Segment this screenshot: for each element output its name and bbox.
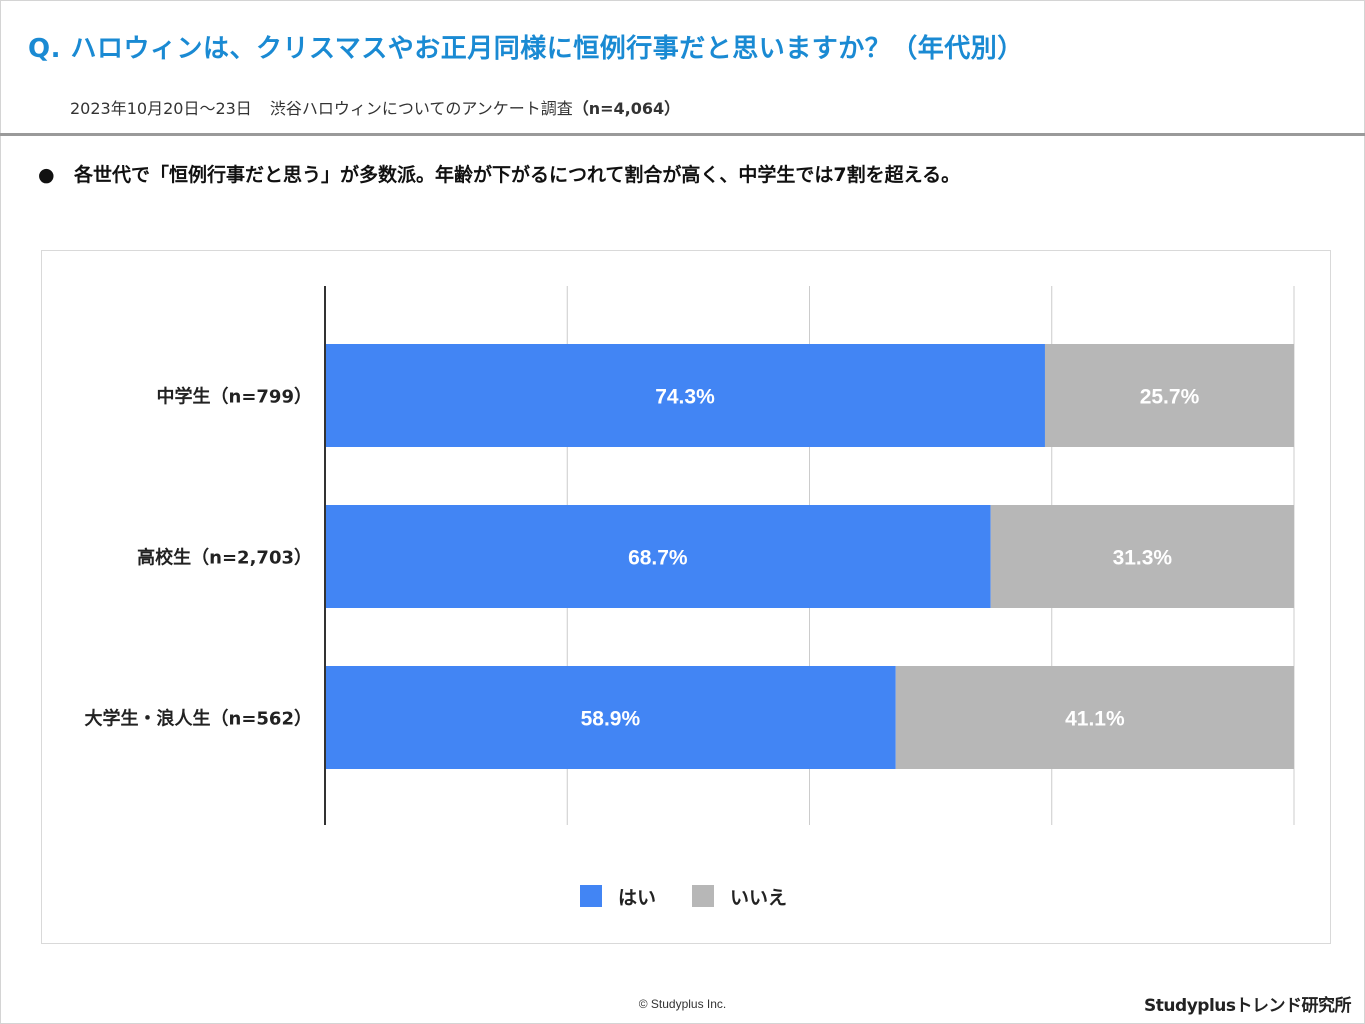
question-title: Q. ハロウィンは、クリスマスやお正月同様に恒例行事だと思いますか？（年代別） [28, 34, 1024, 64]
category-label-2: 大学生・浪人生（n=562） [85, 708, 312, 730]
survey-name: 渋谷ハロウィンについてのアンケート調査 [269, 99, 573, 118]
stacked-bar-chart: 74.3% 25.7% 中学生（n=799） 68.7% 31.3% 高校生（n=2,70… [85, 286, 1295, 909]
chart-container: 74.3% 25.7% 中学生（n=799） 68.7% 31.3% 高校生（n=2,70… [41, 250, 1331, 944]
data-label-no-1: 31.3% [1113, 547, 1173, 570]
legend-label-no: いいえ [730, 887, 787, 909]
data-label-no-2: 41.1% [1065, 708, 1125, 731]
category-label-0: 中学生（n=799） [157, 386, 312, 408]
bar-yes-2 [325, 666, 896, 769]
summary-bullet: ● 各世代で「恒例行事だと思う」が多数派。年齢が下がるにつれて割合が高く、中学生で… [38, 160, 960, 187]
category-label-1: 高校生（n=2,703） [137, 547, 312, 569]
bar-no-0 [1044, 344, 1294, 447]
bar-yes-1 [325, 505, 991, 608]
survey-subtitle: 2023年10月20日〜23日 渋谷ハロウィンについてのアンケート調査（n=4,0… [70, 95, 680, 119]
survey-date: 2023年10月20日〜23日 [70, 99, 252, 118]
legend-swatch-yes [580, 885, 602, 907]
data-label-yes-0: 74.3% [655, 386, 715, 409]
data-label-yes-2: 58.9% [581, 708, 641, 731]
bar-yes-0 [325, 344, 1045, 447]
summary-text: 各世代で「恒例行事だと思う」が多数派。年齢が下がるにつれて割合が高く、中学生では… [74, 164, 961, 186]
survey-sample-size: （n=4,064） [572, 99, 681, 118]
copyright: © Studyplus Inc. [638, 997, 727, 1011]
data-label-no-0: 25.7% [1140, 386, 1200, 409]
legend-label-yes: はい [618, 887, 656, 909]
header-divider [0, 133, 1365, 136]
legend-swatch-no [692, 885, 714, 907]
brand-logo-text: Studyplusトレンド研究所 [1144, 996, 1351, 1016]
bar-no-1 [990, 505, 1294, 608]
data-label-yes-1: 68.7% [628, 547, 688, 570]
bar-no-2 [895, 666, 1294, 769]
bullet-dot: ● [38, 164, 55, 186]
